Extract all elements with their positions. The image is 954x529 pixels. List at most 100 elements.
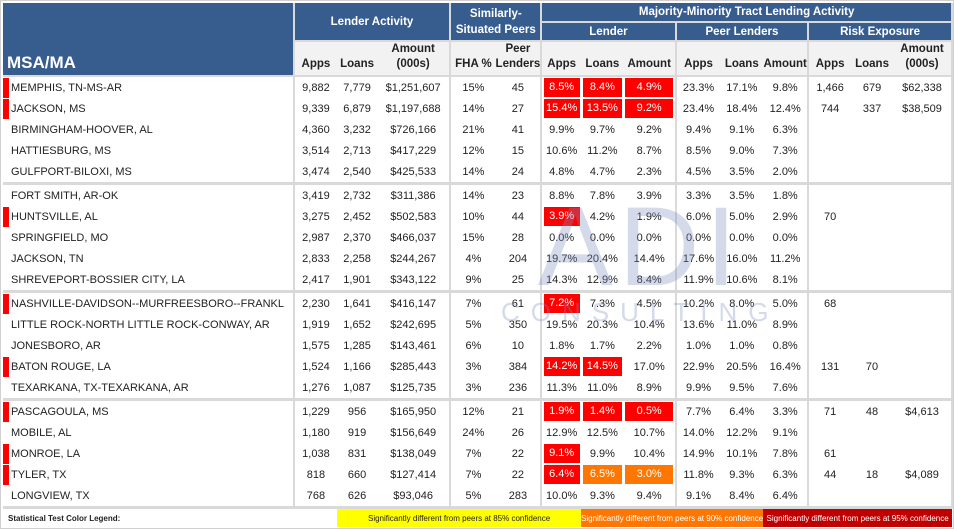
cell-risk-amount [893, 269, 953, 292]
cell-fha-pct: 7% [465, 297, 482, 310]
highlighted-value: 9.2% [625, 99, 674, 118]
cell-mm-lender-apps: 4.8% [549, 165, 575, 178]
cell-mm-lender-apps: 3.9% [541, 206, 581, 227]
cell-mm-peer-apps: 10.2% [682, 297, 715, 310]
cell-mm-peer-apps: 13.6% [682, 318, 715, 331]
cell-mm-lender-loans: 7.3% [589, 297, 615, 310]
cell-loans: 956 [347, 405, 367, 418]
cell-risk-loans [851, 377, 893, 400]
cell-mm-lender-apps: 10.0% [546, 489, 578, 502]
cell-apps: 2,417 [302, 273, 330, 286]
cell-mm-peer-amount: 16.4% [763, 356, 810, 377]
cell-risk-loans: 18 [865, 468, 879, 481]
cell-peer-lenders: 10 [495, 335, 543, 356]
cell-mm-lender-amount: 17.0% [623, 356, 677, 377]
cell-fha-pct: 14% [462, 189, 485, 202]
cell-mm-peer-amount: 6.3% [763, 119, 810, 140]
cell-risk-loans [851, 161, 893, 184]
highlighted-value: 6.4% [543, 465, 580, 484]
cell-peer-lenders: 22 [495, 443, 543, 464]
cell-loans: 7,779 [343, 81, 371, 94]
cell-risk-loans [851, 335, 893, 356]
cell-mm-lender-apps: 14.3% [546, 273, 578, 286]
cell-mm-lender-apps: 12.9% [546, 426, 578, 439]
highlighted-value: 15.4% [543, 99, 580, 118]
msa-name: JACKSON, MS [3, 98, 295, 119]
cell-loans: 2,370 [343, 231, 371, 244]
cell-peer-lenders: 204 [495, 248, 543, 269]
cell-apps: 3,275 [302, 210, 330, 223]
cell-mm-peer-loans: 11.0% [726, 318, 757, 331]
cell-mm-lender-loans: 4.2% [589, 210, 615, 223]
cell-mm-peer-amount: 1.8% [763, 183, 810, 206]
cell-risk-loans [851, 314, 893, 335]
cell-risk-amount [893, 443, 953, 464]
cell-amount: $425,533 [376, 161, 452, 184]
msa-name-text: SHREVEPORT-BOSSIER CITY, LA [11, 273, 185, 286]
column-header-apps: Apps [293, 41, 338, 76]
msa-name-text: HUNTSVILLE, AL [11, 210, 98, 223]
highlighted-value: 3.0% [625, 465, 674, 484]
cell-loans: 1,641 [343, 297, 371, 310]
cell-amount: $502,583 [376, 206, 452, 227]
cell-mm-lender-amount: 4.9% [623, 76, 677, 98]
cell-risk-amount [893, 227, 953, 248]
cell-mm-lender-apps: 11.3% [546, 381, 577, 394]
cell-mm-lender-loans: 20.4% [586, 252, 618, 265]
msa-name: MEMPHIS, TN-MS-AR [3, 76, 295, 98]
cell-mm-lender-amount: 0.0% [623, 227, 677, 248]
cell-risk-apps: 61 [824, 447, 837, 460]
cell-risk-loans [851, 422, 893, 443]
cell-peer-lenders: 25 [495, 269, 543, 292]
cell-mm-peer-loans: 9.0% [729, 144, 755, 157]
cell-mm-lender-apps: 1.9% [541, 400, 581, 423]
cell-mm-peer-loans: 3.5% [729, 189, 755, 202]
cell-loans: 1,285 [343, 339, 371, 352]
cell-loans: 626 [347, 489, 367, 502]
cell-apps: 1,229 [302, 405, 330, 418]
cell-loans: 1,166 [343, 360, 371, 373]
cell-mm-peer-loans: 1.0% [729, 339, 755, 352]
msa-name-text: MONROE, LA [11, 447, 81, 460]
cell-mm-peer-loans: 17.1% [726, 81, 758, 94]
table-row: TYLER, TX 818 660 $127,414 7% 22 6.4% 6.5% 3.0% 1… [3, 464, 953, 485]
cell-mm-lender-amount: 4.5% [623, 291, 677, 314]
msa-name-text: MOBILE, AL [11, 426, 72, 439]
highlighted-value: 9.1% [543, 444, 580, 463]
cell-mm-lender-loans: 1.4% [581, 400, 624, 423]
cell-apps: 3,474 [302, 165, 330, 178]
cell-apps: 9,882 [302, 81, 330, 94]
table-row: FORT SMITH, AR-OK 3,419 2,732 $311,386 14% 23… [3, 183, 953, 206]
cell-risk-amount [893, 356, 953, 377]
cell-risk-amount [893, 335, 953, 356]
cell-apps: 1,524 [302, 360, 330, 373]
cell-peer-lenders: 22 [495, 464, 543, 485]
cell-fha-pct: 5% [465, 489, 482, 502]
cell-mm-peer-amount: 11.2% [763, 248, 810, 269]
cell-mm-peer-loans: 9.1% [729, 123, 755, 136]
table-row: GULFPORT-BILOXI, MS 3,474 2,540 $425,533 14%… [3, 161, 953, 184]
cell-mm-lender-amount: 3.0% [623, 464, 677, 485]
cell-mm-peer-loans: 3.5% [729, 165, 755, 178]
table-row: HATTIESBURG, MS 3,514 2,713 $417,229 12% 15 10… [3, 140, 953, 161]
cell-mm-peer-amount: 0.8% [763, 335, 810, 356]
highlighted-value: 13.5% [582, 99, 623, 118]
cell-amount: $466,037 [376, 227, 452, 248]
cell-risk-amount: $38,509 [893, 98, 953, 119]
cell-risk-amount: $62,338 [893, 76, 953, 98]
cell-mm-lender-apps: 9.1% [541, 443, 581, 464]
cell-peer-lenders: 44 [495, 206, 543, 227]
cell-mm-peer-amount: 0.0% [763, 227, 810, 248]
cell-mm-peer-loans: 5.0% [729, 210, 755, 223]
cell-mm-peer-amount: 2.0% [763, 161, 810, 184]
cell-risk-loans: 70 [865, 360, 879, 373]
cell-mm-lender-amount: 2.2% [623, 335, 677, 356]
cell-loans: 660 [347, 468, 367, 481]
table-row: JACKSON, TN 2,833 2,258 $244,267 4% 204 19.7% 2… [3, 248, 953, 269]
cell-mm-peer-loans: 9.3% [729, 468, 755, 481]
column-header-fha-pct: FHA % [450, 41, 496, 76]
cell-fha-pct: 15% [462, 231, 485, 244]
msa-name-text: BATON ROUGE, LA [11, 360, 111, 373]
flag-marker [3, 357, 9, 377]
